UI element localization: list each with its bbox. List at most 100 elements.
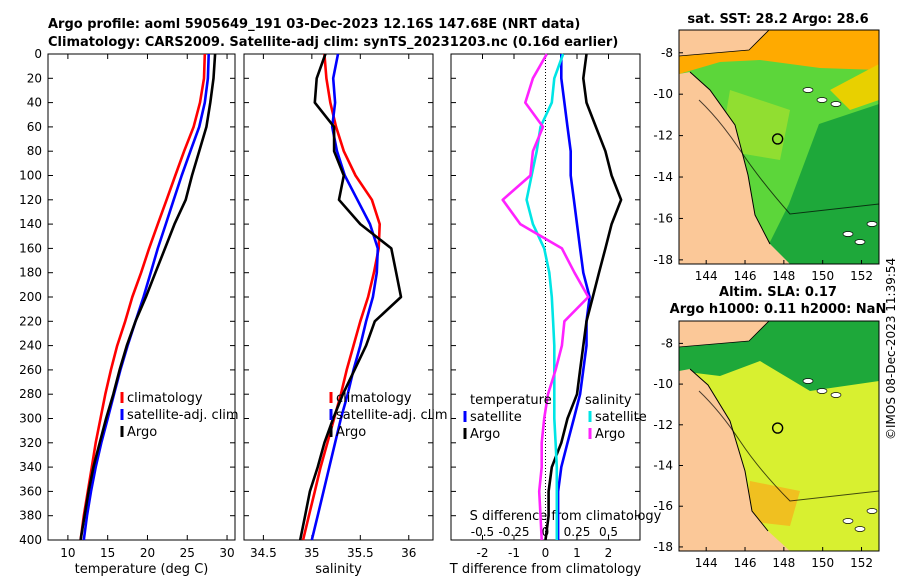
land-mass [679,369,790,551]
map-y-tick-label: -8 [661,46,673,60]
map-sst-title: sat. SST: 28.2 Argo: 28.6 [687,12,868,27]
map-y-tick-label: -10 [653,87,673,101]
argo-position-marker [771,133,784,145]
map-sla: 144 146 148 150 152 -8 -10 -12 -14 -16 -18 [653,320,880,570]
temperature-panel: 10 15 20 25 300 20 40 60 80 100 120 140 160 180 200 220… [19,47,239,577]
x-tick-label: 35.5 [347,546,374,560]
title-line-1: Argo profile: aoml 5905649_191 03-Dec-20… [48,17,580,32]
y-tick-label: 120 [19,193,42,207]
y-tick-label: 80 [27,144,42,158]
x-axis-label: T difference from climatology [449,562,642,577]
y-tick-label: 140 [19,217,42,231]
cool-sst-region [759,104,879,264]
map-y-tick-label: -12 [653,129,673,143]
s-tick-label: 0.25 [564,525,591,539]
island [854,526,866,532]
island [830,392,842,398]
x-tick-label: 10 [60,546,75,560]
y-tick-label: 160 [19,241,42,255]
island [854,239,866,245]
high-sla-region [745,481,800,526]
s-tick-label: 0.5 [599,525,618,539]
map-x-tick-label: 152 [850,556,873,570]
legend-label: satellite [595,410,647,425]
map-x-tick-label: 150 [811,269,834,283]
x-tick-label: 25 [180,546,195,560]
map-y-tick-label: -18 [653,253,673,267]
legend-label: Argo [470,427,500,442]
x-tick-label: 36 [401,546,416,560]
map-frame [678,320,880,552]
axes-frame [243,53,434,541]
series-line-s-argo [501,53,590,541]
map-x-tick-label: 150 [811,556,834,570]
legend-label: Argo [127,425,157,440]
y-tick-label: 400 [19,533,42,547]
island [802,87,814,93]
land-mass [679,72,790,264]
island [802,378,814,384]
map-y-tick-label: -16 [653,211,673,225]
x-tick-label: 20 [140,546,155,560]
y-tick-label: 380 [19,509,42,523]
x-tick-label: 2 [605,546,613,560]
map-x-tick-label: 146 [734,269,757,283]
map-y-tick-label: -10 [653,377,673,391]
y-tick-label: 200 [19,290,42,304]
map-x-tick-label: 148 [772,556,795,570]
x-tick-label: 30 [219,546,234,560]
map-sst: 144 146 148 150 152 -8 -10 -12 -14 -16 -18 [653,29,880,283]
y-tick-label: 40 [27,96,42,110]
series-line-argo [298,53,403,541]
y-tick-label: 340 [19,460,42,474]
legend-label: Argo [595,427,625,442]
copyright-text: ©IMOS 08-Dec-2023 11:39:54 [884,258,898,440]
island [842,518,854,524]
legend-label: satellite-adj. clim [336,408,448,423]
legend-label: climatology [336,391,412,406]
depth-contour [698,99,880,215]
title-line-2: Climatology: CARS2009. Satellite-adj cli… [48,35,618,50]
coastline [689,71,771,245]
series-line-climatology [301,53,382,541]
map-y-tick-label: -8 [661,336,673,350]
island [842,231,854,237]
map-y-tick-label: -14 [653,170,673,184]
map-x-tick-label: 144 [695,556,718,570]
y-tick-label: 20 [27,71,42,85]
legend-title-salinity: salinity [585,393,632,408]
series-line-t-argo [544,53,623,541]
y-tick-label: 100 [19,169,42,183]
y-tick-label: 60 [27,120,42,134]
series-line-climatology [79,53,207,541]
y-tick-label: 220 [19,314,42,328]
map-y-tick-label: -18 [653,540,673,554]
x-tick-label: 35 [304,546,319,560]
island [866,221,878,227]
y-tick-label: 300 [19,412,42,426]
y-tick-label: 180 [19,266,42,280]
legend-title-temperature: temperature [470,393,552,408]
x-tick-label: 15 [100,546,115,560]
argo-position-marker [771,422,784,434]
s-axis-label: S difference from climatology [470,509,662,524]
y-tick-label: 260 [19,363,42,377]
coastline [689,368,769,532]
warm-sst-region [830,64,879,110]
x-tick-label: 34.5 [250,546,277,560]
y-tick-label: 240 [19,339,42,353]
map-x-tick-label: 144 [695,269,718,283]
x-tick-label: 1 [573,546,581,560]
s-tick-label: -0.5 [471,525,494,539]
map-x-tick-label: 148 [772,269,795,283]
map-y-tick-label: -12 [653,418,673,432]
map-sla-title-1: Altim. SLA: 0.17 [719,285,837,300]
series-line-satellite-adj-clim [82,53,210,541]
y-tick-label: 360 [19,484,42,498]
salinity-panel: 34.5 35 35.5 36 salinity climatology satellite… [243,53,448,577]
island [830,101,842,107]
legend-label: satellite-adj. clim [127,408,239,423]
map-x-tick-label: 152 [850,269,873,283]
s-tick-label: -0.25 [498,525,529,539]
map-frame [678,29,880,265]
